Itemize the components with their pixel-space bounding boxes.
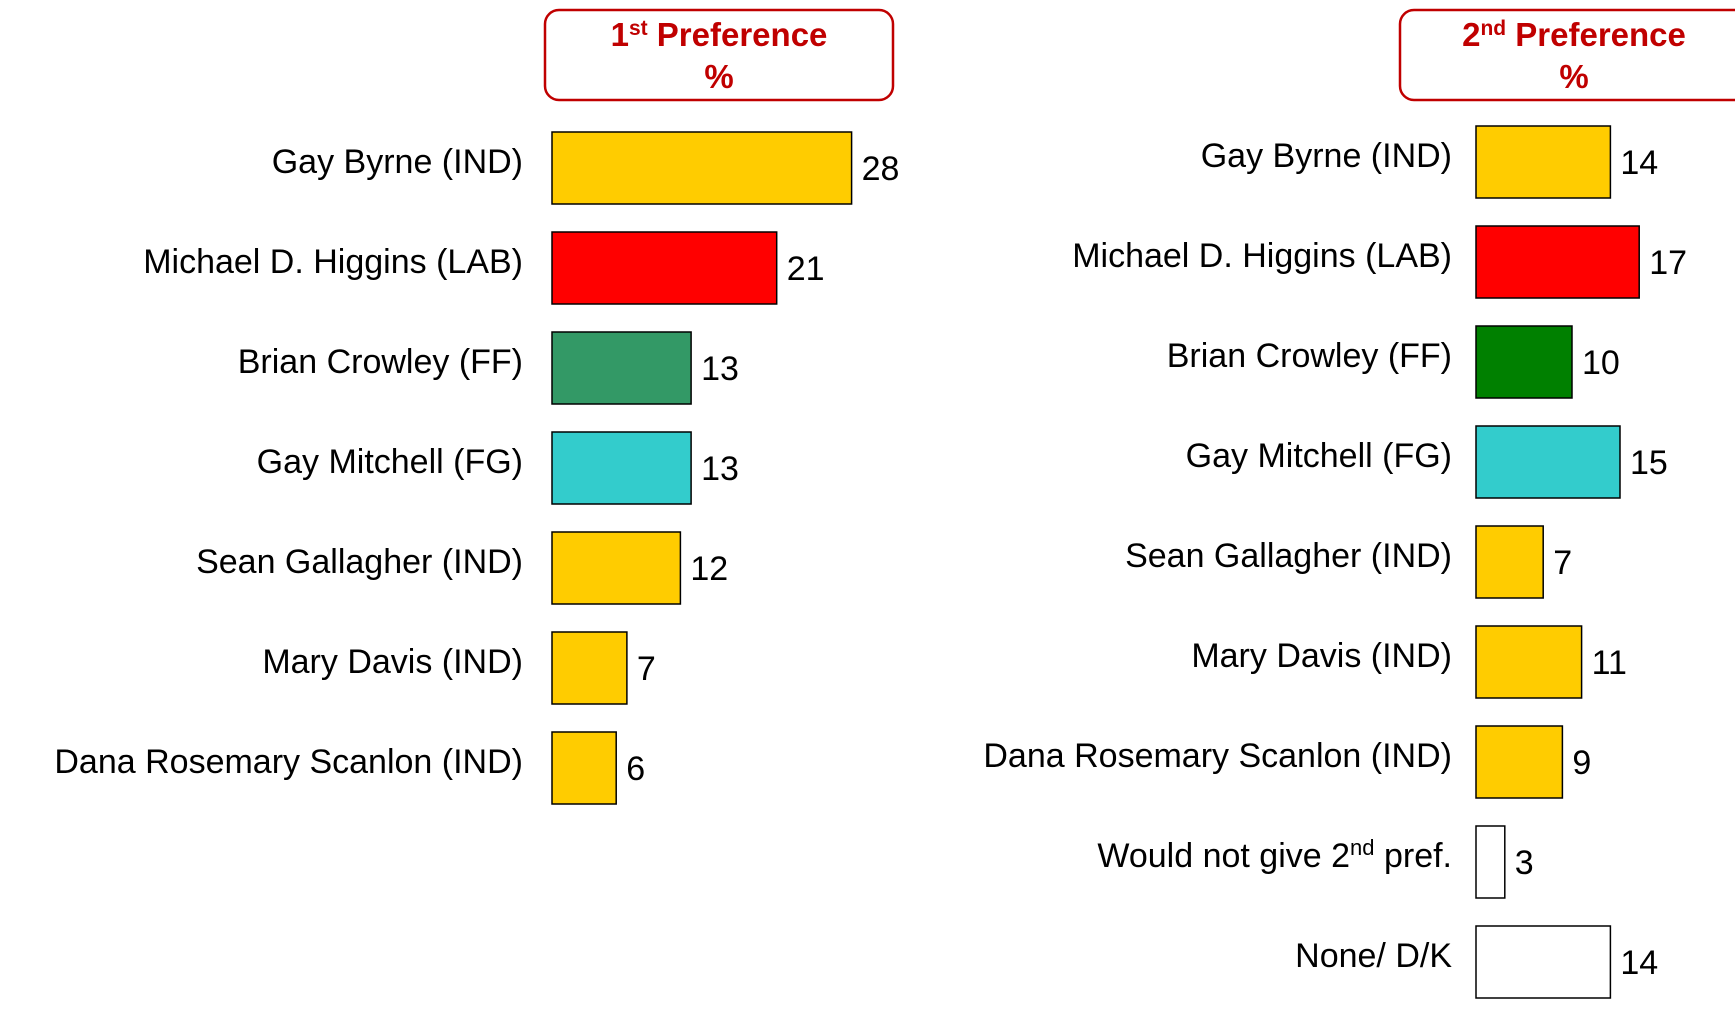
second-preference-category-label: Sean Gallagher (IND) (1125, 537, 1452, 575)
second-preference-value-label: 10 (1582, 344, 1620, 382)
first-preference-value-label: 13 (701, 350, 739, 388)
second-preference-value-label: 11 (1592, 644, 1627, 682)
second-preference-header-line2: % (1559, 58, 1588, 95)
second-preference-category-label: Mary Davis (IND) (1191, 637, 1452, 675)
first-preference-bar (551, 631, 628, 705)
second-preference-value-label: 14 (1620, 144, 1658, 182)
second-preference-category-label: None/ D/K (1295, 937, 1452, 975)
second-preference-bar (1475, 325, 1573, 399)
second-preference-category-label: Gay Byrne (IND) (1201, 137, 1452, 175)
first-preference-header-line2: % (704, 58, 733, 95)
second-preference-header-line1: 2nd Preference (1462, 16, 1686, 53)
second-preference-category-label: Michael D. Higgins (LAB) (1072, 237, 1452, 275)
first-preference-value-label: 6 (626, 750, 645, 788)
first-preference-panel: 1st Preference % 28 Gay Byrne (IND) 21 Mich… (54, 8, 900, 805)
first-preference-header-box (543, 8, 895, 102)
second-preference-category-label: Brian Crowley (FF) (1167, 337, 1452, 375)
first-preference-value-label: 21 (787, 250, 825, 288)
second-preference-value-label: 7 (1553, 544, 1572, 582)
second-preference-value-label: 9 (1572, 744, 1591, 782)
second-preference-bar (1475, 225, 1640, 299)
first-preference-category-label: Dana Rosemary Scanlon (IND) (54, 743, 523, 781)
first-preference-category-label: Michael D. Higgins (LAB) (143, 243, 523, 281)
first-preference-category-label: Sean Gallagher (IND) (196, 543, 523, 581)
first-preference-bar (551, 731, 617, 805)
first-preference-value-label: 7 (637, 650, 656, 688)
first-preference-bar (551, 231, 778, 305)
second-preference-bar (1475, 725, 1564, 799)
second-preference-category-label: Would not give 2nd pref. (1097, 835, 1452, 875)
second-preference-bar (1475, 525, 1544, 599)
second-preference-category-label: Gay Mitchell (FG) (1186, 437, 1452, 475)
first-preference-bar (551, 331, 692, 405)
first-preference-category-label: Gay Byrne (IND) (272, 143, 523, 181)
first-preference-bar (551, 131, 853, 205)
second-preference-value-label: 15 (1630, 444, 1668, 482)
second-preference-category-label: Dana Rosemary Scanlon (IND) (983, 737, 1452, 775)
first-preference-value-label: 13 (701, 450, 739, 488)
second-preference-bar (1475, 825, 1506, 899)
first-preference-value-label: 28 (862, 150, 900, 188)
second-preference-bar (1475, 625, 1583, 699)
first-preference-value-label: 12 (690, 550, 728, 588)
second-preference-bar (1475, 125, 1612, 199)
second-preference-value-label: 3 (1515, 844, 1534, 882)
second-preference-value-label: 17 (1649, 244, 1687, 282)
second-preference-bar (1475, 425, 1621, 499)
first-preference-bar (551, 531, 682, 605)
second-preference-bar (1475, 925, 1612, 999)
first-preference-header-line1: 1st Preference (611, 16, 828, 53)
second-preference-panel: 2nd Preference % 14 Gay Byrne (IND) 17 Mich… (983, 8, 1735, 999)
first-preference-category-label: Brian Crowley (FF) (238, 343, 523, 381)
first-preference-category-label: Gay Mitchell (FG) (257, 443, 523, 481)
second-preference-value-label: 14 (1620, 944, 1658, 982)
first-preference-category-label: Mary Davis (IND) (262, 643, 523, 681)
second-preference-header-box (1398, 8, 1735, 102)
first-preference-bar (551, 431, 692, 505)
